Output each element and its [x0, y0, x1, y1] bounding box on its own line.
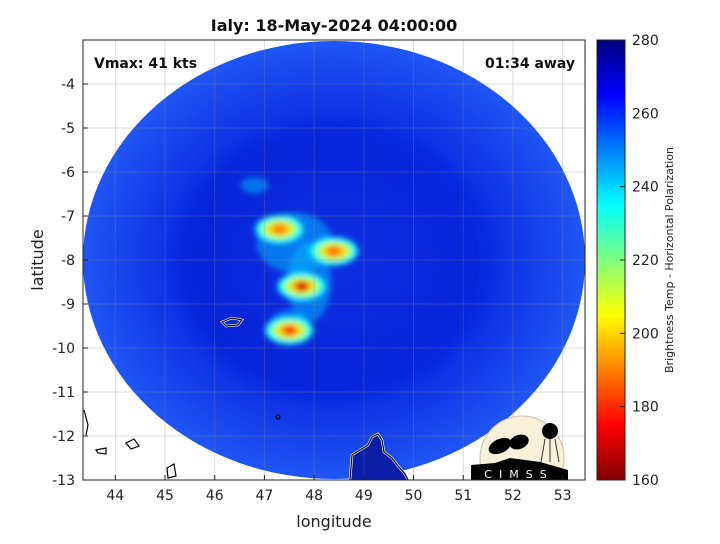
- x-tick-label: 52: [504, 488, 522, 504]
- cloud-halo: [240, 177, 269, 194]
- y-tick-label: -8: [61, 253, 75, 269]
- colorbar-tick-label: 240: [632, 180, 659, 196]
- y-tick-label: -12: [52, 429, 75, 445]
- x-tick-label: 53: [554, 488, 572, 504]
- y-tick-label: -7: [61, 209, 75, 225]
- x-tick-label: 44: [106, 488, 124, 504]
- cimss-logo: CIMSS: [471, 415, 568, 481]
- x-tick-label: 46: [206, 488, 224, 504]
- logo-text: CIMSS: [484, 468, 553, 481]
- core-contour: [272, 224, 287, 235]
- chart-title: Ialy: 18-May-2024 04:00:00: [211, 16, 458, 35]
- cold-core: [255, 215, 304, 244]
- colorbar-tick-label: 180: [632, 400, 659, 416]
- time-away-label: 01:34 away: [485, 56, 575, 72]
- colorbar-tick-label: 260: [632, 106, 659, 122]
- colorbar-label: Brightness Temp - Horizontal Polarizatio…: [663, 147, 676, 373]
- y-tick-label: -5: [61, 121, 75, 137]
- x-tick-label: 48: [305, 488, 323, 504]
- cold-core: [310, 237, 358, 266]
- x-tick-label: 49: [355, 488, 373, 504]
- cold-core: [277, 272, 326, 301]
- colorbar-tick-label: 160: [632, 473, 659, 489]
- y-axis-label: latitude: [28, 229, 47, 290]
- core-contour: [294, 281, 309, 292]
- x-tick-label: 51: [454, 488, 472, 504]
- y-tick-label: -10: [52, 341, 75, 357]
- y-tick-label: -11: [52, 385, 75, 401]
- cold-core: [265, 316, 314, 345]
- x-tick-label: 50: [405, 488, 423, 504]
- x-tick-label: 47: [256, 488, 274, 504]
- colorbar-tick-label: 220: [632, 253, 659, 269]
- y-tick-label: -9: [61, 297, 75, 313]
- y-tick-label: -4: [61, 77, 75, 93]
- y-tick-label: -13: [52, 473, 75, 489]
- plot-area: CIMSS: [83, 40, 585, 481]
- core-contour: [327, 246, 341, 257]
- colorbar-tick-label: 200: [632, 326, 659, 342]
- colorbar-tick-label: 280: [632, 33, 659, 49]
- x-axis-label: longitude: [296, 512, 371, 531]
- x-tick-label: 45: [156, 488, 174, 504]
- vmax-label: Vmax: 41 kts: [94, 56, 197, 72]
- core-contour: [282, 325, 297, 336]
- y-tick-label: -6: [61, 165, 75, 181]
